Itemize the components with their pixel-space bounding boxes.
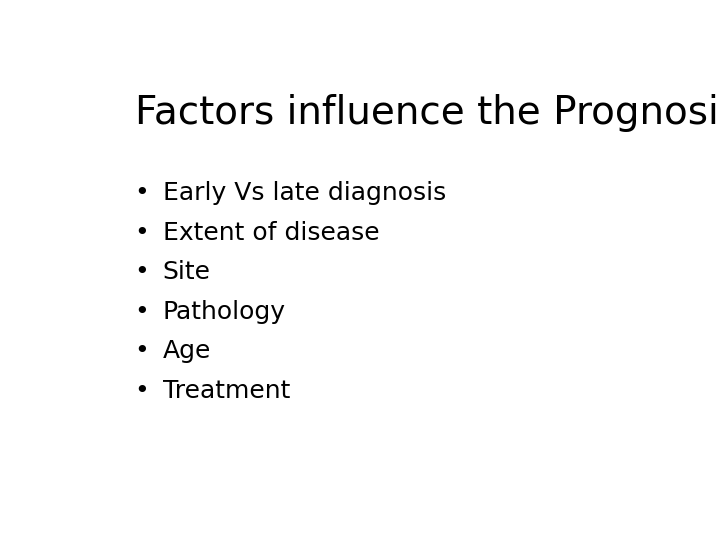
Text: •: • [135, 221, 149, 245]
Text: Site: Site [163, 260, 210, 284]
Text: •: • [135, 181, 149, 205]
Text: •: • [135, 379, 149, 403]
Text: •: • [135, 300, 149, 323]
Text: Treatment: Treatment [163, 379, 290, 403]
Text: Early Vs late diagnosis: Early Vs late diagnosis [163, 181, 446, 205]
Text: •: • [135, 339, 149, 363]
Text: Extent of disease: Extent of disease [163, 221, 379, 245]
Text: •: • [135, 260, 149, 284]
Text: Factors influence the Prognosis: Factors influence the Prognosis [135, 94, 720, 132]
Text: Age: Age [163, 339, 211, 363]
Text: Pathology: Pathology [163, 300, 286, 323]
